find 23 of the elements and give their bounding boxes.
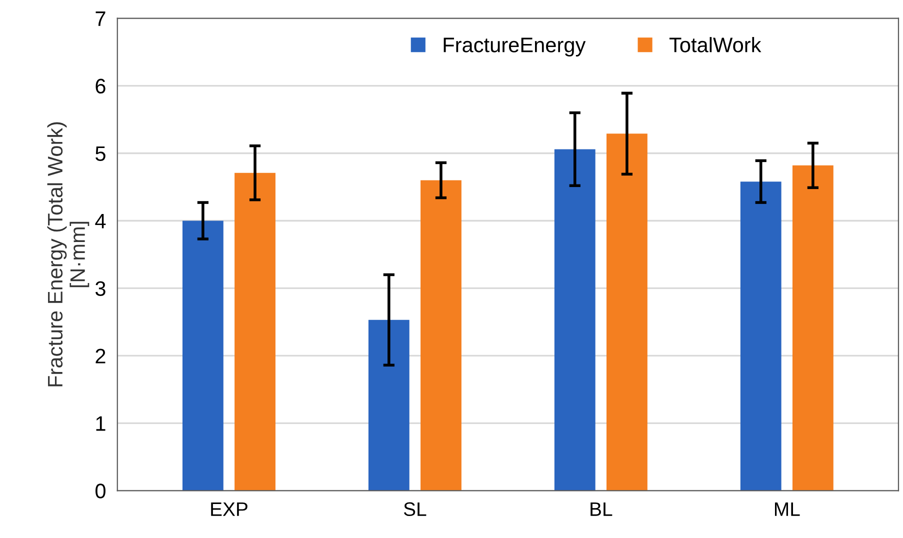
- y-tick-label: 5: [96, 146, 106, 162]
- x-tick-label: EXP: [211, 502, 248, 516]
- y-tick-label: 6: [96, 78, 106, 94]
- bar: [420, 180, 462, 491]
- y-tick-label: 7: [96, 12, 106, 26]
- x-tick-label: ML: [774, 502, 800, 516]
- bar: [182, 220, 224, 491]
- y-tick-label: 0: [96, 484, 106, 498]
- y-axis-title: Fracture Energy (Total Work) [N·mm]: [47, 122, 90, 386]
- y-tick-label: 1: [96, 416, 106, 431]
- bar: [368, 320, 410, 491]
- legend-label: TotalWork: [669, 37, 762, 52]
- y-tick-label: 4: [95, 214, 106, 228]
- bar: [792, 165, 834, 491]
- x-tick-label: SL: [404, 502, 426, 516]
- legend-label: FractureEnergy: [444, 38, 586, 56]
- bar: [554, 149, 596, 491]
- bar: [740, 182, 782, 491]
- y-tick-label: 3: [95, 281, 106, 296]
- x-tick-label: BL: [590, 502, 612, 516]
- bar: [606, 134, 648, 491]
- y-tick-label: 2: [96, 348, 106, 364]
- bar: [234, 172, 276, 491]
